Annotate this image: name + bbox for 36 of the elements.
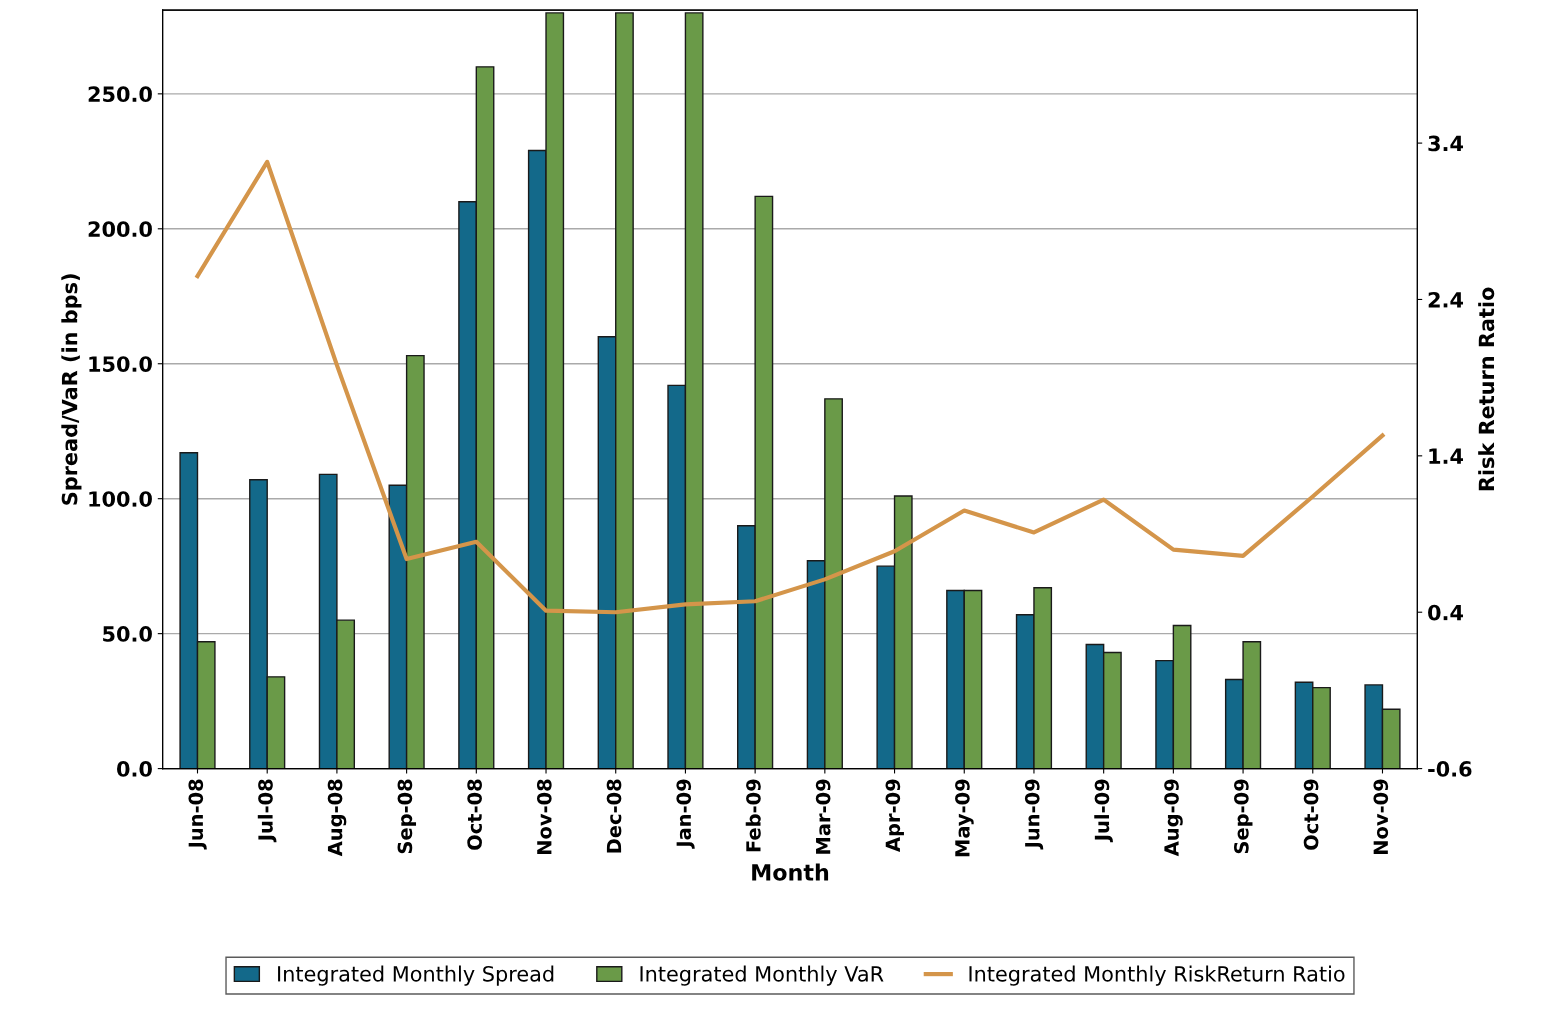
x-tick-label: Jun-09 [1024, 779, 1044, 850]
x-tick-label: Dec-08 [606, 779, 622, 853]
x-tick-label: Mar-09 [815, 779, 831, 854]
x-tick-label: Oct-09 [1303, 779, 1319, 850]
y-tick-label: 100.0 [89, 491, 152, 507]
x-tick-label: Oct-08 [467, 779, 482, 850]
x-axis-title: Month [752, 863, 829, 881]
x-tick-label: Sep-09 [1234, 779, 1253, 854]
y-tick-label: 50.0 [103, 626, 152, 642]
y-tick-label: 0.0 [117, 761, 152, 777]
y2-axis-title: Risk Return Ratio [1478, 287, 1495, 491]
x-tick-label: Apr-09 [885, 779, 904, 852]
x-tick-label: Jan-09 [676, 779, 695, 849]
x-tick-label: Jul-09 [1094, 779, 1113, 843]
x-tick-label: Jul-08 [257, 779, 277, 843]
y-tick-label: 150.0 [89, 356, 152, 372]
y2-tick-label: 3.4 [1428, 135, 1464, 152]
x-tick-label: May-09 [955, 779, 974, 857]
line-series [195, 159, 1385, 615]
x-tick-label: Aug-08 [327, 779, 347, 857]
x-tick-label: Jun-08 [188, 779, 207, 850]
x-tick-label: Feb-09 [745, 779, 761, 852]
y2-tick-label: 1.4 [1429, 448, 1464, 464]
y2-tick-label: 2.4 [1428, 291, 1464, 308]
y2-tick-label: 0.4 [1428, 604, 1464, 621]
x-tick-label: Nov-08 [536, 779, 552, 854]
legend-label: Integrated Monthly VaR [640, 965, 884, 986]
legend-label: Integrated Monthly RiskReturn Ratio [969, 965, 1345, 986]
y-tick-label: 200.0 [88, 221, 152, 238]
legend-label: Integrated Monthly Spread [278, 965, 554, 986]
y2-tick-label: -0.6 [1428, 761, 1472, 777]
y-tick-label: 250.0 [88, 86, 152, 103]
x-tick-label: Sep-08 [397, 779, 417, 854]
x-tick-label: Nov-09 [1373, 779, 1389, 854]
y-axis-title: Spread/VaR (in bps) [61, 274, 82, 505]
x-tick-label: Aug-09 [1164, 779, 1183, 857]
